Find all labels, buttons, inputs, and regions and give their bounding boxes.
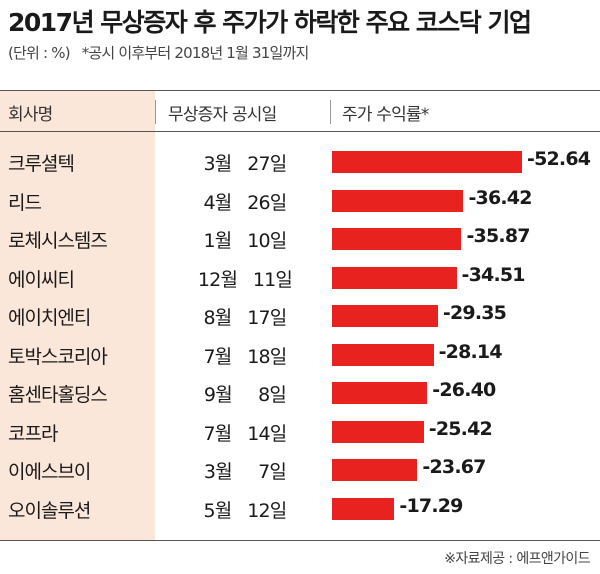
return-bar	[332, 420, 424, 443]
column-separator-1	[155, 100, 156, 124]
unit-note: (단위 : %)	[8, 44, 71, 62]
header-date: 무상증자 공시일	[168, 105, 277, 125]
return-value-label: -36.42	[468, 186, 532, 209]
announcement-date: 4월 26일	[203, 191, 288, 214]
return-bar	[332, 382, 428, 404]
header-return: 주가 수익률*	[342, 105, 429, 125]
table-row: 로체시스템즈 1월 10일 -35.87	[0, 220, 600, 259]
announcement-date: 12월 11일	[197, 268, 293, 291]
return-value-label: -35.87	[466, 225, 530, 247]
company-name: 이에스브이	[8, 461, 91, 483]
company-name: 에이치엔티	[8, 307, 91, 329]
return-bar	[332, 189, 464, 212]
table-row: 에이치엔티 8월 17일 -29.35	[0, 297, 600, 336]
announcement-date: 1월 10일	[203, 230, 288, 252]
period-note: *공시 이후부터 2018년 1월 31일까지	[81, 44, 310, 62]
subtitle: (단위 : %) *공시 이후부터 2018년 1월 31일까지	[8, 42, 317, 63]
column-separator-2	[330, 100, 331, 124]
header-company: 회사명	[8, 105, 53, 125]
return-value-label: -52.64	[527, 148, 591, 170]
return-bar	[332, 343, 434, 366]
company-name: 홈센타홀딩스	[8, 384, 108, 406]
return-value-label: -28.14	[438, 340, 503, 363]
return-bar	[332, 228, 462, 250]
table-row: 코프라 7월 14일 -25.42	[0, 413, 600, 452]
page-title: 2017년 무상증자 후 주가가 하락한 주요 코스닥 기업	[8, 8, 532, 37]
company-name: 에이씨티	[8, 268, 75, 291]
return-value-label: -34.51	[461, 263, 526, 286]
table-row: 토박스코리아 7월 18일 -28.14	[0, 336, 600, 375]
return-bar	[332, 266, 457, 289]
return-value-label: -29.35	[442, 302, 507, 324]
company-name: 오이솔루션	[8, 499, 91, 522]
company-name: 리드	[8, 191, 42, 214]
table-row: 리드 4월 26일 -36.42	[0, 182, 600, 221]
return-value-label: -25.42	[428, 417, 493, 440]
top-rule	[0, 90, 600, 91]
table-row: 이에스브이 3월 7일 -23.67	[0, 451, 600, 490]
return-value-label: -26.40	[432, 379, 496, 401]
company-name: 로체시스템즈	[8, 230, 108, 252]
return-bar	[332, 305, 438, 327]
company-name: 크루셜텍	[8, 153, 75, 175]
return-bar	[332, 151, 522, 173]
return-value-label: -17.29	[399, 494, 463, 517]
return-bar	[332, 459, 418, 481]
announcement-date: 7월 18일	[203, 345, 288, 368]
announcement-date: 3월 27일	[203, 153, 288, 175]
return-bar	[332, 497, 395, 520]
company-name: 코프라	[8, 422, 58, 445]
table-row: 홈센타홀딩스 9월 8일 -26.40	[0, 374, 600, 413]
return-value-label: -23.67	[422, 456, 486, 478]
source-note: ※자료제공 : 에프앤가이드	[444, 551, 590, 567]
company-column-background	[0, 90, 155, 540]
table-row: 에이씨티 12월 11일 -34.51	[0, 259, 600, 298]
announcement-date: 7월 14일	[203, 422, 288, 445]
company-name: 토박스코리아	[8, 345, 108, 368]
announcement-date: 5월 12일	[203, 499, 288, 522]
table-row: 크루셜텍 3월 27일 -52.64	[0, 143, 600, 182]
announcement-date: 9월 8일	[203, 384, 287, 406]
table-row: 오이솔루션 5월 12일 -17.29	[0, 490, 600, 529]
announcement-date: 3월 7일	[203, 461, 287, 483]
bottom-rule	[0, 540, 600, 541]
header-rule	[0, 131, 600, 132]
announcement-date: 8월 17일	[203, 307, 288, 329]
